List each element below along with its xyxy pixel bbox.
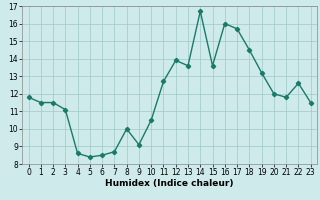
X-axis label: Humidex (Indice chaleur): Humidex (Indice chaleur) bbox=[105, 179, 234, 188]
